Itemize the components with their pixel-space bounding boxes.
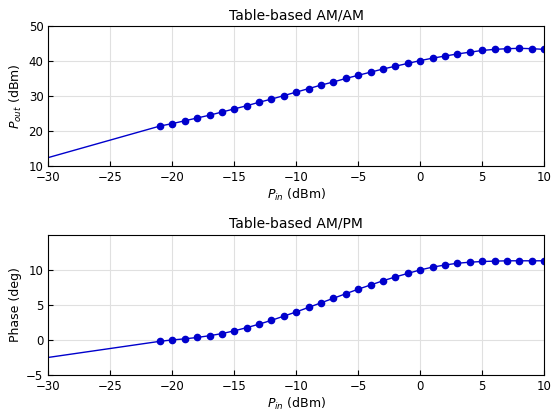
Y-axis label: Phase (deg): Phase (deg) [9, 268, 22, 342]
Title: Table-based AM/PM: Table-based AM/PM [230, 217, 363, 231]
X-axis label: $P_{in}$ (dBm): $P_{in}$ (dBm) [267, 187, 326, 203]
X-axis label: $P_{in}$ (dBm): $P_{in}$ (dBm) [267, 396, 326, 412]
Title: Table-based AM/AM: Table-based AM/AM [229, 8, 364, 22]
Y-axis label: $P_{out}$ (dBm): $P_{out}$ (dBm) [8, 63, 25, 129]
